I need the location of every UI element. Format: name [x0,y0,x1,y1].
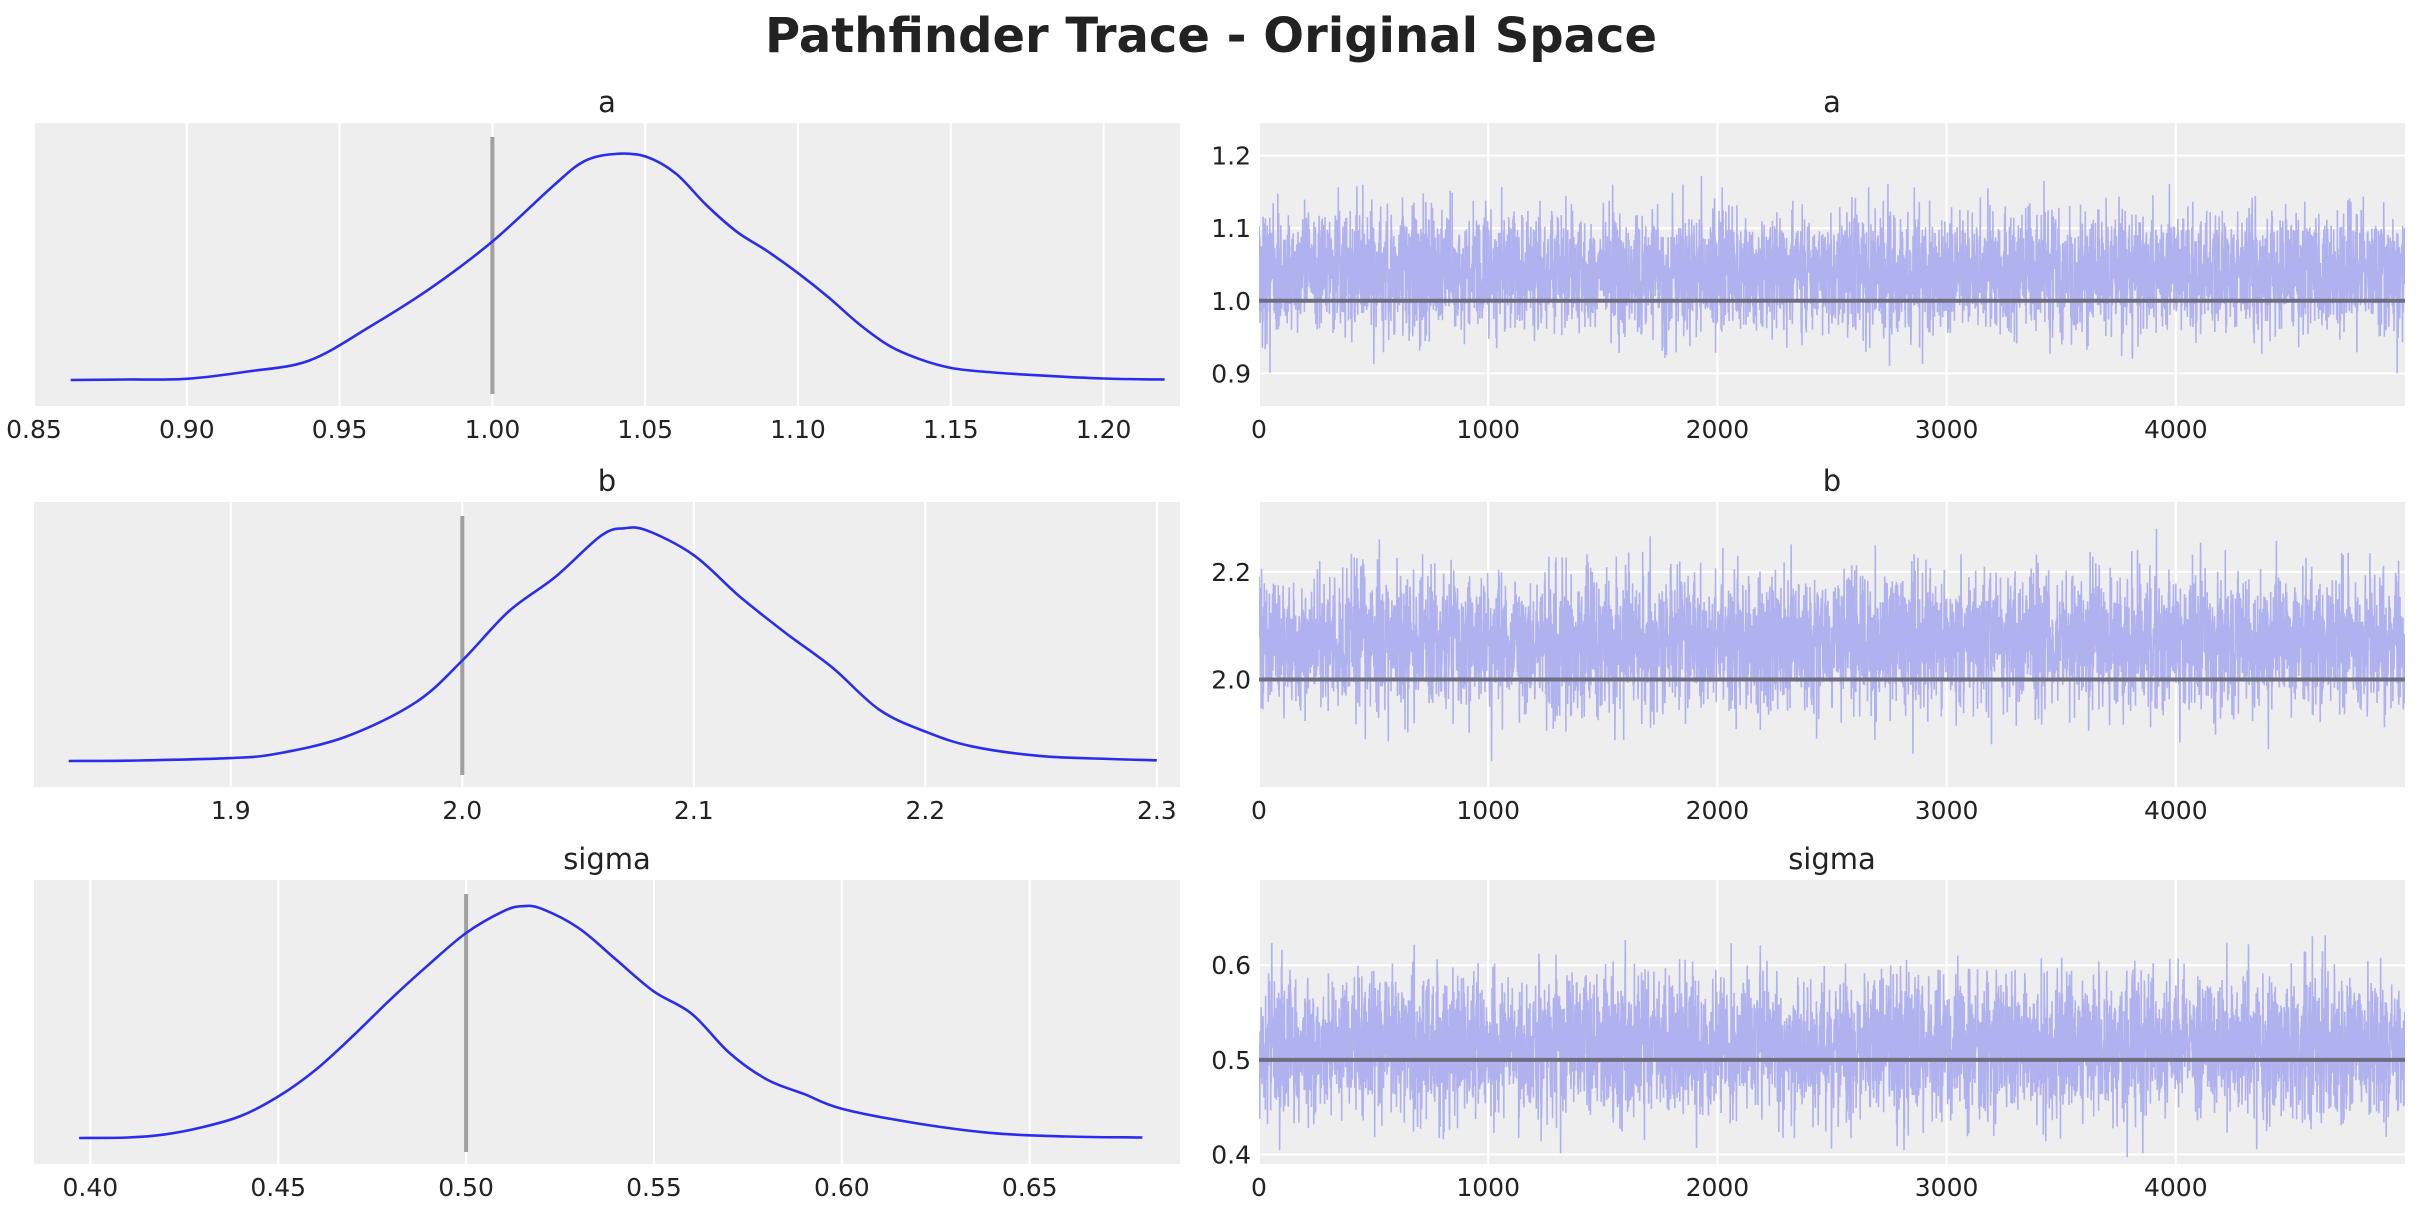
y-tick-label: 0.4 [1211,1141,1251,1170]
y-tick-label: 1.0 [1211,287,1251,316]
x-tick-label: 1.15 [923,415,979,444]
panel-a-kde: a 0.85 0.90 0.95 1.00 1.05 1.10 1.15 1.20 [6,85,1180,444]
x-tick-label: 2000 [1686,1173,1750,1202]
trace-line-b [1259,528,2405,762]
panel-b-kde: b 1.9 2.0 2.1 2.2 2.3 [34,464,1180,825]
plot-area [34,880,1180,1164]
x-tick-label: 0.50 [438,1173,494,1202]
x-tick-label: 0.40 [63,1173,119,1202]
x-tick-label: 4000 [2144,796,2208,825]
series-group [1259,528,2405,762]
x-tick-label: 1000 [1456,415,1520,444]
x-tick-label: 2.1 [674,796,714,825]
y-tick-label: 1.2 [1211,142,1251,171]
trace-line-sigma [1259,935,2405,1158]
panel-title: sigma [563,842,651,876]
series-group [1259,935,2405,1158]
x-tick-label: 1000 [1456,1173,1520,1202]
y-tick-label: 0.5 [1211,1046,1251,1075]
panel-b-trace: b 0 1000 2000 3000 4000 2.0 2.2 [1211,464,2405,825]
x-tick-label: 0.45 [250,1173,306,1202]
panel-sigma-kde: sigma 0.40 0.45 0.50 0.55 0.60 0.65 [34,842,1180,1202]
x-tick-label: 0.65 [1002,1173,1058,1202]
x-tick-label: 4000 [2144,415,2208,444]
panel-title: b [1823,464,1841,498]
trace-line-a [1259,176,2405,374]
kde-line-a [70,152,1165,382]
x-tick-label: 3000 [1915,415,1979,444]
x-tick-label: 0.60 [814,1173,870,1202]
kde-line-b [68,526,1157,763]
x-tick-label: 1.20 [1076,415,1132,444]
panel-title: a [1823,85,1841,119]
x-tick-label: 0.85 [6,415,62,444]
series-group [79,894,1143,1152]
x-tick-label: 2.2 [905,796,945,825]
x-tick-label: 1.10 [770,415,826,444]
x-tick-label: 4000 [2144,1173,2208,1202]
y-tick-label: 2.2 [1211,558,1251,587]
x-tick-label: 1.05 [617,415,673,444]
x-tick-label: 3000 [1915,796,1979,825]
panel-a-trace: a 0 1000 2000 3000 4000 0.9 1.0 1.1 1.2 [1211,85,2405,444]
y-tick-label: 1.1 [1211,214,1251,243]
x-tick-label: 2.3 [1137,796,1177,825]
kde-line-sigma [79,904,1143,1140]
panel-title: b [598,464,616,498]
x-tick-label: 0.95 [312,415,368,444]
series-group [70,137,1165,394]
panel-title: a [598,85,616,119]
x-tick-label: 3000 [1915,1173,1979,1202]
x-tick-label: 0 [1251,415,1267,444]
y-tick-label: 0.6 [1211,951,1251,980]
y-tick-label: 0.9 [1211,359,1251,388]
x-tick-label: 1.00 [465,415,521,444]
x-tick-label: 0 [1251,1173,1267,1202]
plot-area [34,123,1180,406]
x-tick-label: 0 [1251,796,1267,825]
y-tick-label: 2.0 [1211,665,1251,694]
x-tick-label: 2.0 [442,796,482,825]
panel-sigma-trace: sigma 0 1000 2000 3000 4000 0.4 0.5 0.6 [1211,842,2405,1202]
x-tick-label: 1.9 [211,796,251,825]
series-group [1259,176,2405,374]
panel-title: sigma [1788,842,1876,876]
x-tick-label: 0.55 [626,1173,682,1202]
x-tick-label: 2000 [1686,796,1750,825]
x-tick-label: 0.90 [159,415,215,444]
x-tick-label: 1000 [1456,796,1520,825]
x-tick-label: 2000 [1686,415,1750,444]
figure-title: Pathfinder Trace - Original Space [765,8,1657,64]
plot-area [34,502,1180,787]
series-group [68,516,1157,775]
